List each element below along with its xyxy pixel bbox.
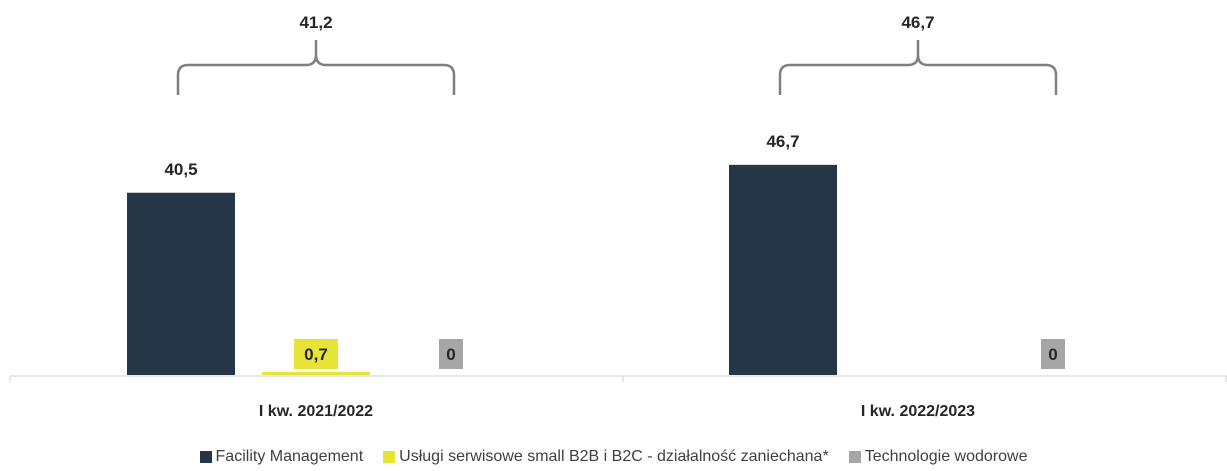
data-label: 0,7 [304, 345, 328, 364]
legend-item-technologie-wodorowe: Technologie wodorowe [848, 448, 1028, 466]
total-bracket [778, 40, 1058, 95]
legend: Facility Management Usługi serwisowe sma… [0, 448, 1227, 466]
legend-label: Usługi serwisowe small B2B i B2C - dział… [399, 448, 829, 465]
bar [262, 371, 370, 375]
data-label-box [294, 339, 338, 369]
legend-swatch [383, 451, 396, 463]
data-label: 0 [446, 345, 455, 364]
legend-label: Facility Management [215, 448, 364, 465]
total-label: 46,7 [901, 13, 934, 32]
legend-swatch [848, 451, 861, 463]
data-label: 0 [1048, 345, 1057, 364]
x-tick-label: I kw. 2022/2023 [861, 403, 975, 420]
chart-plot: 40,5 46,7 0,7 0 0 I kw. 2021/2022 I kw. 2022/2… [9, 13, 1227, 420]
total-label: 41,2 [299, 13, 332, 32]
legend-item-uslugi-serwisowe: Usługi serwisowe small B2B i B2C - dział… [383, 448, 829, 466]
data-label: 46,7 [766, 132, 799, 151]
legend-swatch [199, 451, 212, 463]
total-bracket [176, 40, 456, 95]
data-label-box [439, 339, 463, 369]
legend-item-facility-management: Facility Management [199, 448, 364, 466]
data-label: 40,5 [164, 160, 197, 179]
legend-label: Technologie wodorowe [864, 448, 1028, 465]
data-label-box [1041, 339, 1065, 369]
bar [127, 192, 235, 375]
x-tick-label: I kw. 2021/2022 [259, 403, 373, 420]
bar [729, 164, 837, 375]
